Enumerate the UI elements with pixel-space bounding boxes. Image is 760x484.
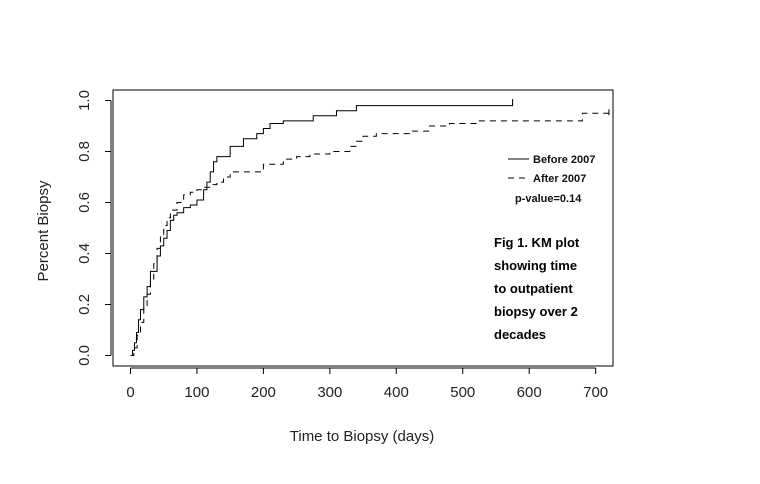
- y-tick-label: 0.2: [76, 294, 93, 315]
- legend-label-before-2007: Before 2007: [533, 154, 595, 166]
- y-tick-label: 1.0: [76, 90, 93, 111]
- x-tick-label: 600: [517, 384, 542, 401]
- y-tick-label: 0.6: [76, 192, 93, 213]
- x-tick-label: 100: [184, 384, 209, 401]
- caption-line: decades: [494, 327, 547, 342]
- x-axis: 0 100 200 300 400 500 600 700: [126, 367, 608, 401]
- x-tick-label: 300: [317, 384, 342, 401]
- caption-line: Fig 1. KM plot: [494, 235, 580, 250]
- legend: Before 2007 After 2007 p-value=0.14: [508, 154, 595, 205]
- caption-line: biopsy over 2: [494, 304, 578, 319]
- legend-label-after-2007: After 2007: [533, 173, 586, 185]
- x-tick-label: 0: [126, 384, 134, 401]
- y-axis-label: Percent Biopsy: [35, 180, 52, 281]
- x-tick-label: 200: [251, 384, 276, 401]
- x-tick-label: 400: [384, 384, 409, 401]
- p-value-annotation: p-value=0.14: [515, 193, 582, 205]
- series-layer: [130, 99, 610, 356]
- km-curve-before-2007: [130, 103, 514, 356]
- y-tick-label: 0.4: [76, 243, 93, 264]
- figure-caption: Fig 1. KM plot showing time to outpatien…: [494, 231, 624, 346]
- plot-frame: [112, 89, 614, 367]
- x-tick-label: 700: [583, 384, 608, 401]
- x-tick-label: 500: [450, 384, 475, 401]
- km-curve-after-2007: [130, 112, 609, 356]
- caption-line: to outpatient: [494, 281, 573, 296]
- caption-line: showing time: [494, 258, 578, 273]
- y-tick-label: 0.8: [76, 141, 93, 162]
- y-tick-label: 0.0: [76, 345, 93, 366]
- x-axis-label: Time to Biopsy (days): [290, 428, 435, 445]
- y-axis: 0.0 0.2 0.4 0.6 0.8 1.0: [76, 90, 112, 366]
